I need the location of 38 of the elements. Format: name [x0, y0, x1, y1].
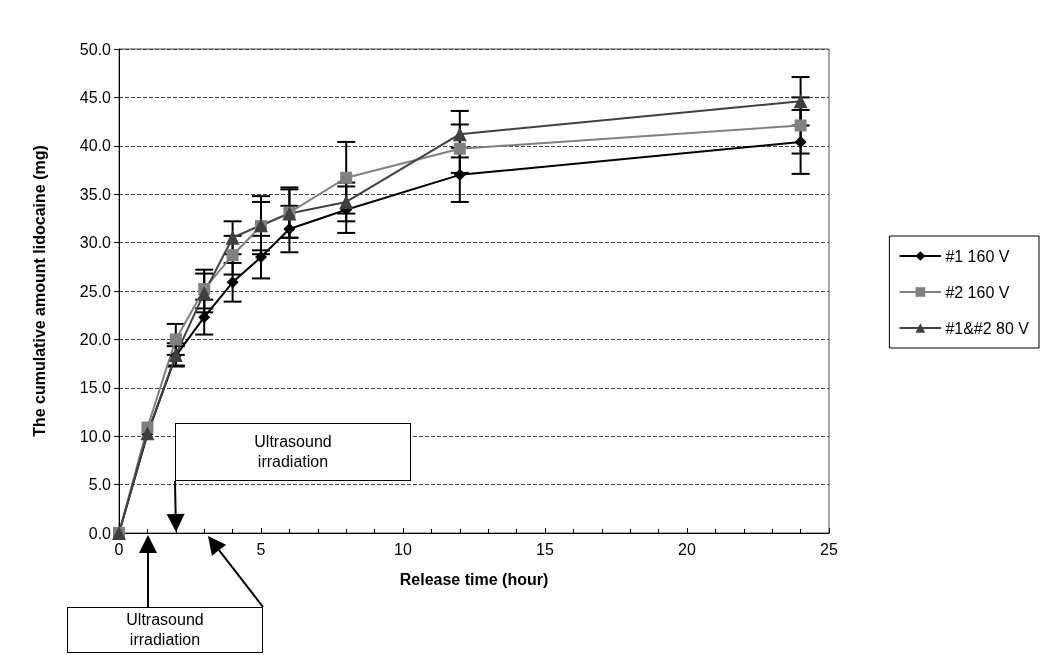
point — [169, 333, 182, 346]
y-tick-label: 50.0 — [79, 40, 112, 58]
point — [453, 168, 466, 181]
x-tick-label: 5 — [256, 540, 266, 558]
x-tick-label: 0 — [114, 540, 124, 558]
legend-label: #2 160 V — [945, 283, 1010, 301]
y-tick-label: 45.0 — [79, 88, 112, 106]
x-tick-label: 25 — [820, 540, 838, 558]
legend-label: #1 160 V — [945, 247, 1010, 265]
point — [793, 94, 808, 109]
point — [225, 230, 240, 245]
x-tick-label: 20 — [678, 540, 696, 558]
point — [339, 194, 354, 209]
x-tick-label: 15 — [536, 540, 554, 558]
y-tick-label: 10.0 — [79, 427, 112, 445]
y-tick-label: 20.0 — [79, 330, 112, 348]
point — [453, 142, 466, 155]
x-tick-label: 10 — [394, 540, 412, 558]
annotation: Ultrasound irradiation — [253, 432, 333, 472]
text-box: Ultrasound irradiation — [175, 423, 411, 481]
y-axis-title: The cumulative amount lidocaine (mg) — [30, 145, 48, 437]
point — [452, 127, 467, 142]
y-tick-label: 0.0 — [88, 524, 112, 542]
text-box: Ultrasound irradiation — [67, 607, 263, 653]
y-tick-label: 5.0 — [88, 476, 112, 494]
x-axis-title: Release time (hour) — [399, 570, 549, 588]
point — [794, 135, 807, 148]
y-tick-label: 40.0 — [79, 137, 112, 155]
point — [340, 171, 353, 184]
y-tick-label: 15.0 — [79, 379, 112, 397]
y-tick-label: 30.0 — [79, 234, 112, 252]
point — [226, 249, 239, 262]
y-tick-label: 25.0 — [79, 282, 112, 300]
legend-label: #1&#2 80 V — [945, 319, 1030, 337]
point — [226, 276, 239, 289]
y-tick-label: 35.0 — [79, 185, 112, 203]
point — [794, 119, 807, 132]
point — [197, 285, 212, 300]
